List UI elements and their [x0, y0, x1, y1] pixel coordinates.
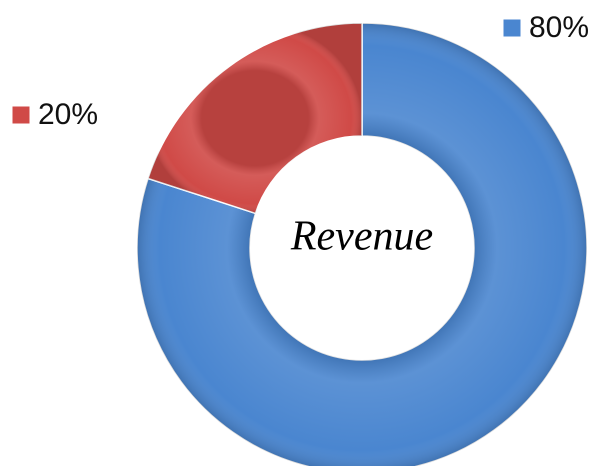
data-label: 80%	[529, 11, 589, 44]
data-label: 20%	[38, 98, 98, 131]
legend-swatch	[502, 18, 522, 38]
donut-slice	[147, 22, 363, 215]
center-label: Revenue	[290, 214, 433, 260]
legend-swatch	[11, 105, 31, 125]
